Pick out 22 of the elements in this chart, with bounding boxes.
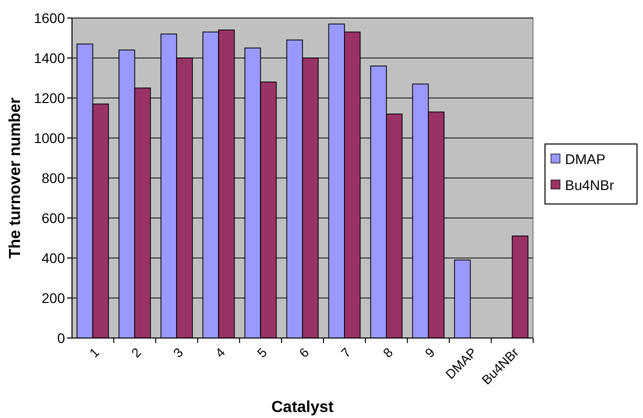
x-tick-label: 1 [86,344,102,360]
y-tick-label: 1000 [34,130,66,146]
y-tick-label: 1200 [34,90,66,106]
x-axis-title: Catalyst [271,399,334,416]
y-tick-label: 200 [42,290,66,306]
x-tick-label: 8 [380,344,396,360]
x-tick-label: 6 [296,344,312,360]
y-tick-label: 400 [42,250,66,266]
x-tick-label: 4 [212,344,228,360]
legend-label: DMAP [565,150,606,167]
y-tick-label: 0 [57,330,66,346]
y-tick-label: 1600 [34,10,66,26]
legend-label: Bu4NBr [565,176,614,193]
y-tick-label: 800 [42,170,66,186]
y-tick-label: 1400 [34,50,66,66]
x-tick-label: 3 [170,344,186,360]
y-axis-title: The turnover number [7,98,24,258]
x-tick-label: 7 [338,344,354,360]
x-tick-label: 9 [422,344,438,360]
x-tick-label: 5 [254,344,270,360]
x-tick-label: 2 [128,344,144,360]
y-tick-label: 600 [42,210,66,226]
